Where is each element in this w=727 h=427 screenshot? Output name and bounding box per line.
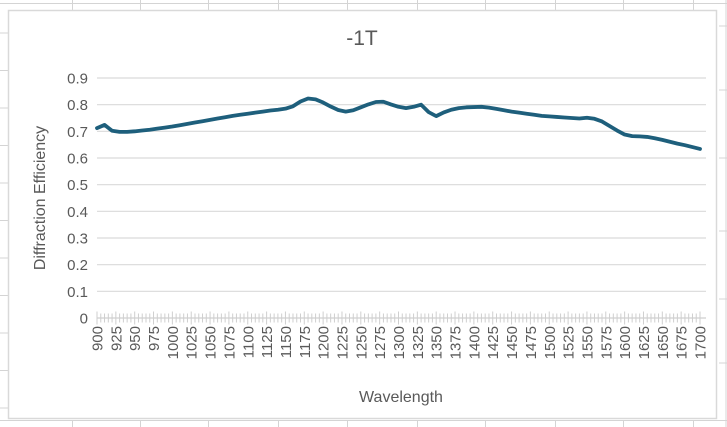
x-tick-label: 1175 [297, 326, 314, 358]
x-axis-ticks [96, 311, 701, 325]
x-tick-label: 1300 [391, 326, 408, 359]
series-lines [95, 96, 702, 151]
x-tick-label: 1150 [278, 326, 295, 358]
x-tick-label: 1075 [221, 326, 238, 359]
x-tick-label: 1000 [165, 326, 182, 359]
x-tick-label: 975 [146, 326, 163, 351]
x-tick-label: 1675 [674, 326, 691, 359]
x-tick-label: 925 [108, 326, 125, 351]
x-tick-label: 1500 [542, 326, 559, 359]
x-tick-label: 1425 [485, 326, 502, 359]
x-tick-label: 1650 [655, 326, 672, 359]
y-tick-label: 0.2 [67, 257, 88, 274]
x-tick-label: 1250 [353, 326, 370, 359]
x-tick-label: 950 [127, 326, 144, 351]
x-tick-label: 1125 [259, 326, 276, 358]
x-tick-label: 1600 [617, 326, 634, 359]
x-tick-label: 1350 [429, 326, 446, 359]
y-tick-label: 0.1 [67, 284, 88, 301]
x-tick-label: 1550 [579, 326, 596, 359]
y-axis-title: Diffraction Efficiency [32, 126, 49, 270]
x-tick-label: 1325 [410, 326, 427, 359]
x-tick-label: 1400 [466, 326, 483, 359]
y-tick-label: 0.3 [67, 231, 88, 248]
x-tick-label: 1100 [240, 326, 257, 358]
x-tick-label: 1025 [184, 326, 201, 359]
y-tick-label: 0.7 [67, 124, 88, 141]
x-tick-label: 900 [90, 326, 107, 351]
y-tick-label: 0.8 [67, 97, 88, 114]
y-tick-label: 0.4 [67, 204, 88, 221]
x-tick-label: 1700 [693, 326, 710, 359]
y-axis-tick-labels: 0 0.1 0.2 0.3 0.4 0.5 0.6 0.7 0.8 0.9 [67, 71, 88, 328]
series-line-1t [95, 96, 702, 151]
x-tick-label: 1575 [598, 326, 615, 359]
x-tick-label: 1625 [636, 326, 653, 359]
x-tick-label: 1200 [316, 326, 333, 359]
chart-title: -1T [346, 27, 378, 50]
x-tick-label: 1050 [203, 326, 220, 359]
y-gridlines [97, 77, 706, 319]
x-tick-label: 1225 [334, 326, 351, 359]
x-axis-tick-labels: 900 925 950 975 1000 1025 1050 1075 1100 1125 1150… [90, 326, 710, 359]
x-tick-label: 1450 [504, 326, 521, 359]
y-tick-label: 0.9 [67, 71, 88, 88]
x-tick-label: 1375 [448, 326, 465, 359]
y-tick-label: 0.6 [67, 151, 88, 168]
x-axis-title: Wavelength [359, 389, 443, 406]
y-tick-label: 0 [80, 311, 88, 328]
x-tick-label: 1525 [561, 326, 578, 359]
x-tick-label: 1275 [372, 326, 389, 359]
y-tick-label: 0.5 [67, 177, 88, 194]
x-tick-label: 1475 [523, 326, 540, 359]
